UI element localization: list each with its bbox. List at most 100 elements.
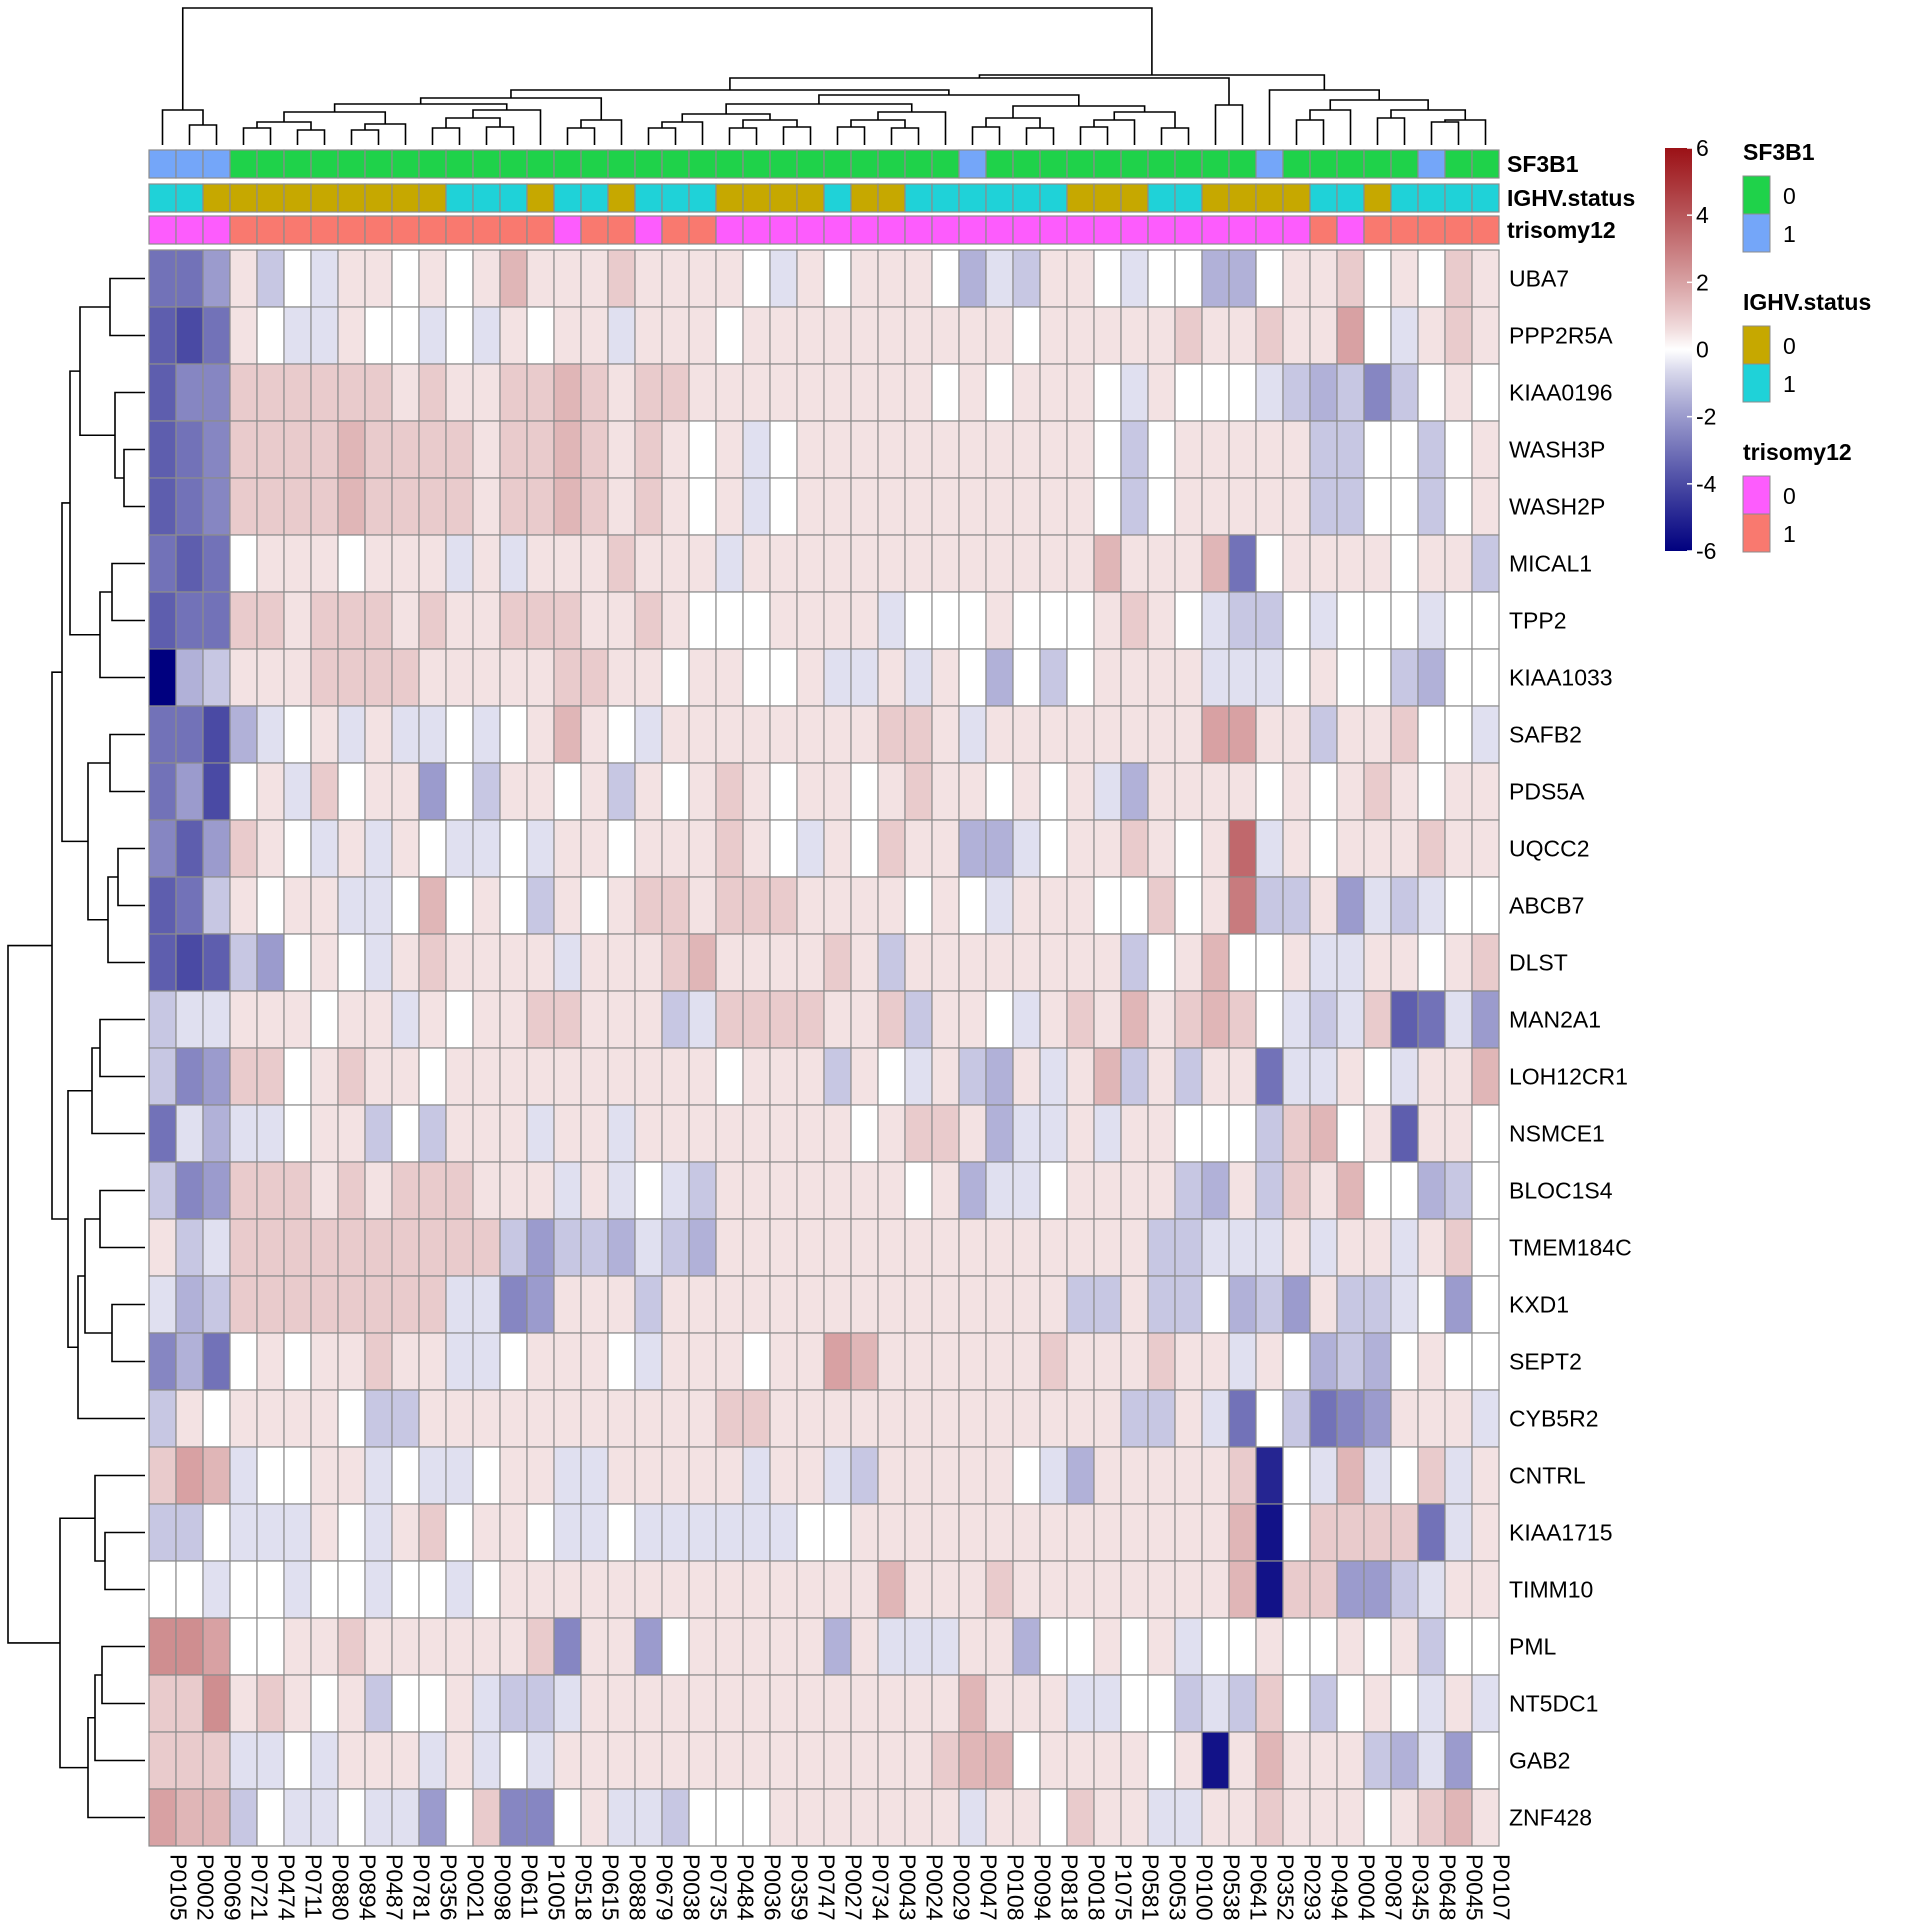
annotation-cell-ighv-status xyxy=(229,183,258,213)
heatmap-cell xyxy=(688,705,717,764)
heatmap-cell xyxy=(1309,1275,1338,1334)
row-label: TPP2 xyxy=(1509,608,1567,634)
heatmap-cell xyxy=(1039,1788,1068,1847)
heatmap-cell xyxy=(769,1275,798,1334)
annotation-cell-trisomy12 xyxy=(1174,215,1203,245)
heatmap-cell xyxy=(499,306,528,365)
heatmap-cell xyxy=(229,762,258,821)
heatmap-cell xyxy=(1174,1731,1203,1790)
heatmap-cell xyxy=(202,933,231,992)
heatmap-cell xyxy=(1201,1047,1230,1106)
heatmap-cell xyxy=(607,1560,636,1619)
heatmap-cell xyxy=(526,534,555,593)
heatmap-cell xyxy=(1390,1218,1419,1277)
heatmap-cell xyxy=(1174,249,1203,308)
annotation-cell-sf3b1 xyxy=(958,149,987,179)
heatmap-cell xyxy=(715,1047,744,1106)
heatmap-cell xyxy=(499,1332,528,1391)
color-scale-tick-label: -4 xyxy=(1696,471,1717,497)
heatmap-cell xyxy=(1390,1674,1419,1733)
heatmap-cell xyxy=(1282,648,1311,707)
heatmap-cell xyxy=(1390,1161,1419,1220)
heatmap-cell xyxy=(526,1731,555,1790)
heatmap-cell xyxy=(823,249,852,308)
heatmap-cell xyxy=(1471,1503,1500,1562)
heatmap-cell xyxy=(931,1731,960,1790)
heatmap-cell xyxy=(742,762,771,821)
heatmap-cell xyxy=(337,363,366,422)
heatmap-cell xyxy=(850,420,879,479)
annotation-cell-sf3b1 xyxy=(769,149,798,179)
heatmap-cell xyxy=(1471,933,1500,992)
heatmap-cell xyxy=(1417,1161,1446,1220)
heatmap-cell xyxy=(1336,1788,1365,1847)
row-dendrogram-link xyxy=(104,1531,145,1591)
annotation-cell-ighv-status xyxy=(634,183,663,213)
heatmap-cell xyxy=(1363,1218,1392,1277)
heatmap-cell xyxy=(904,819,933,878)
heatmap-cell xyxy=(1336,1161,1365,1220)
heatmap-cell xyxy=(202,477,231,536)
heatmap-cell xyxy=(364,1617,393,1676)
heatmap-cell xyxy=(1336,306,1365,365)
heatmap-cell xyxy=(337,1218,366,1277)
heatmap-cell xyxy=(1417,1617,1446,1676)
annotation-cell-sf3b1 xyxy=(472,149,501,179)
heatmap-cell xyxy=(877,1047,906,1106)
heatmap-cell xyxy=(364,1389,393,1448)
annotation-cell-sf3b1 xyxy=(1174,149,1203,179)
heatmap-cell xyxy=(391,1275,420,1334)
heatmap-cell xyxy=(985,477,1014,536)
heatmap-cell xyxy=(1201,1617,1230,1676)
annotation-cell-sf3b1 xyxy=(742,149,771,179)
heatmap-cell xyxy=(499,1161,528,1220)
heatmap-cell xyxy=(1309,762,1338,821)
heatmap-cell xyxy=(1417,420,1446,479)
heatmap-cell xyxy=(1039,819,1068,878)
row-dendrogram-link xyxy=(84,1218,112,1334)
heatmap-cell xyxy=(580,819,609,878)
heatmap-cell xyxy=(661,1788,690,1847)
annotation-cell-trisomy12 xyxy=(526,215,555,245)
annotation-cell-trisomy12 xyxy=(877,215,906,245)
heatmap-cell xyxy=(715,1503,744,1562)
heatmap-cell xyxy=(796,933,825,992)
heatmap-cell xyxy=(1255,1617,1284,1676)
column-dendrogram-link xyxy=(1295,119,1325,145)
legend-title: IGHV.status xyxy=(1743,289,1871,315)
heatmap-cell xyxy=(1066,648,1095,707)
heatmap-cell xyxy=(418,534,447,593)
annotation-cell-ighv-status xyxy=(472,183,501,213)
row-dendrogram-link xyxy=(123,448,145,508)
heatmap-cell xyxy=(1012,1104,1041,1163)
heatmap-cell xyxy=(148,1161,177,1220)
heatmap-cell xyxy=(1147,1446,1176,1505)
heatmap-cell xyxy=(607,1275,636,1334)
annotation-cell-ighv-status xyxy=(661,183,690,213)
heatmap-cell xyxy=(148,306,177,365)
row-label: CYB5R2 xyxy=(1509,1406,1598,1432)
heatmap-cell xyxy=(1282,990,1311,1049)
heatmap-cell xyxy=(688,306,717,365)
heatmap-cell xyxy=(1147,306,1176,365)
heatmap-cell xyxy=(823,648,852,707)
heatmap-cell xyxy=(391,1560,420,1619)
heatmap-cell xyxy=(661,1332,690,1391)
column-label: P0105 xyxy=(166,1854,192,1920)
heatmap-cell xyxy=(904,534,933,593)
heatmap-cell xyxy=(445,1332,474,1391)
heatmap-cell xyxy=(526,1617,555,1676)
heatmap-cell xyxy=(1120,1617,1149,1676)
heatmap-cell xyxy=(1201,1788,1230,1847)
heatmap-cell xyxy=(1309,1047,1338,1106)
heatmap-cell xyxy=(688,819,717,878)
heatmap-cell xyxy=(310,1731,339,1790)
heatmap-cell xyxy=(283,648,312,707)
heatmap-cell xyxy=(1228,1674,1257,1733)
column-dendrogram-link xyxy=(296,129,326,145)
heatmap-cell xyxy=(1417,249,1446,308)
heatmap-cell xyxy=(661,363,690,422)
heatmap-cell xyxy=(499,1389,528,1448)
heatmap-cell xyxy=(175,1503,204,1562)
heatmap-cell xyxy=(634,990,663,1049)
